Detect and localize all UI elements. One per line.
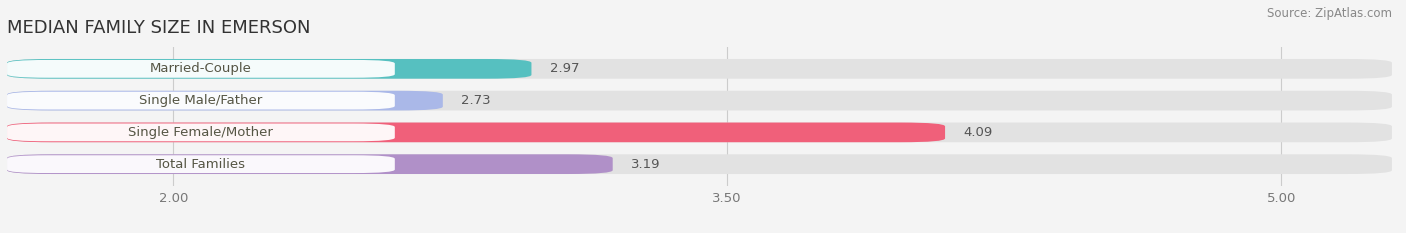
Text: Single Male/Father: Single Male/Father — [139, 94, 263, 107]
Text: 3.19: 3.19 — [631, 158, 661, 171]
FancyBboxPatch shape — [7, 59, 1392, 79]
Text: Total Families: Total Families — [156, 158, 246, 171]
FancyBboxPatch shape — [7, 91, 1392, 110]
Text: 4.09: 4.09 — [963, 126, 993, 139]
FancyBboxPatch shape — [7, 154, 1392, 174]
Text: 2.97: 2.97 — [550, 62, 579, 75]
Text: Single Female/Mother: Single Female/Mother — [128, 126, 273, 139]
FancyBboxPatch shape — [7, 123, 1392, 142]
FancyBboxPatch shape — [7, 155, 395, 173]
Text: MEDIAN FAMILY SIZE IN EMERSON: MEDIAN FAMILY SIZE IN EMERSON — [7, 19, 311, 37]
FancyBboxPatch shape — [7, 123, 945, 142]
Text: Married-Couple: Married-Couple — [150, 62, 252, 75]
FancyBboxPatch shape — [7, 60, 395, 78]
Text: 2.73: 2.73 — [461, 94, 491, 107]
FancyBboxPatch shape — [7, 91, 443, 110]
FancyBboxPatch shape — [7, 92, 395, 110]
FancyBboxPatch shape — [7, 59, 531, 79]
Text: Source: ZipAtlas.com: Source: ZipAtlas.com — [1267, 7, 1392, 20]
FancyBboxPatch shape — [7, 123, 395, 141]
FancyBboxPatch shape — [7, 154, 613, 174]
